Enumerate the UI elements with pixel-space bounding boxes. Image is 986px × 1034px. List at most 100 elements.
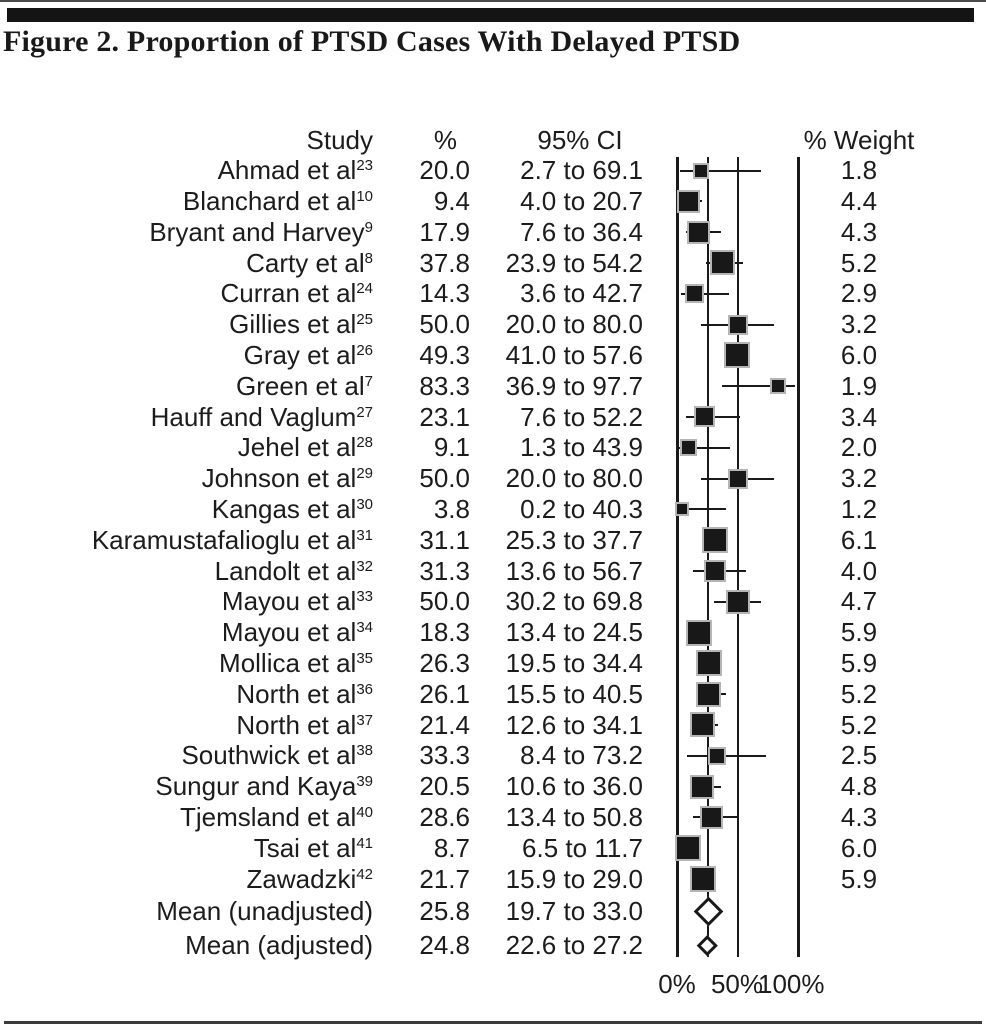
forest-square-marker xyxy=(688,621,711,644)
study-label: Mayou et al34 xyxy=(221,617,373,648)
weight-value: 5.2 xyxy=(840,678,878,709)
reference-superscript: 35 xyxy=(356,649,373,667)
percent-value: 50.0 xyxy=(419,309,470,340)
ci-value: 8.4 to 73.2 xyxy=(520,740,643,771)
weight-value: 5.9 xyxy=(840,647,878,678)
percent-value: 23.1 xyxy=(419,401,470,432)
percent-value: 21.7 xyxy=(419,863,470,894)
study-label: Curran et al24 xyxy=(220,278,373,309)
percent-value: 3.8 xyxy=(433,493,470,524)
weight-value: 5.2 xyxy=(840,247,878,278)
weight-value: 5.9 xyxy=(840,617,878,648)
reference-superscript: 34 xyxy=(356,619,373,637)
study-label: Hauff and Vaglum27 xyxy=(150,401,373,432)
weight-value: 2.9 xyxy=(840,278,878,309)
study-label: Carty et al8 xyxy=(246,247,373,278)
weight-value: 3.2 xyxy=(840,463,878,494)
percent-value: 83.3 xyxy=(419,370,470,401)
forest-square-marker xyxy=(689,222,709,242)
percent-value: 24.8 xyxy=(419,930,470,961)
weight-value: 4.0 xyxy=(840,555,878,586)
forest-square-marker xyxy=(712,252,734,274)
ci-value: 20.0 to 80.0 xyxy=(505,309,643,340)
ci-value: 19.7 to 33.0 xyxy=(505,896,643,927)
percent-value: 9.4 xyxy=(433,185,470,216)
figure-title: Figure 2. Proportion of PTSD Cases With … xyxy=(3,25,741,58)
ci-value: 2.7 to 69.1 xyxy=(520,155,643,186)
reference-superscript: 33 xyxy=(356,588,373,606)
mean-adjusted-diamond xyxy=(696,935,718,956)
reference-superscript: 32 xyxy=(356,557,373,575)
percent-value: 20.0 xyxy=(419,155,470,186)
title-bar-rule xyxy=(7,8,974,22)
ci-value: 41.0 to 57.6 xyxy=(505,339,643,370)
ci-value: 15.5 to 40.5 xyxy=(505,678,643,709)
reference-superscript: 24 xyxy=(356,280,373,298)
weight-value: 4.7 xyxy=(840,586,878,617)
ci-value: 13.4 to 50.8 xyxy=(505,801,643,832)
forest-square-marker xyxy=(696,408,714,426)
percent-value: 17.9 xyxy=(419,216,470,247)
forest-square-marker xyxy=(702,807,722,827)
study-label: Johnson et al29 xyxy=(201,463,373,494)
weight-value: 4.3 xyxy=(840,216,878,247)
ci-value: 20.0 to 80.0 xyxy=(505,463,643,494)
percent-value: 20.5 xyxy=(419,771,470,802)
weight-value: 5.2 xyxy=(840,709,878,740)
forest-square-marker xyxy=(695,164,708,177)
study-label: Mean (adjusted) xyxy=(185,930,373,961)
study-label: Gray et al26 xyxy=(243,339,373,370)
ci-value: 4.0 to 20.7 xyxy=(520,185,643,216)
ci-whisker xyxy=(681,292,729,295)
reference-superscript: 8 xyxy=(364,249,373,267)
study-label: Bryant and Harvey9 xyxy=(149,216,373,247)
ci-value: 7.6 to 52.2 xyxy=(520,401,643,432)
percent-value: 31.3 xyxy=(419,555,470,586)
ci-value: 19.5 to 34.4 xyxy=(505,647,643,678)
forest-square-marker xyxy=(697,652,720,675)
x-axis-tick-0: 0% xyxy=(658,969,696,999)
study-label: Tjemsland et al40 xyxy=(180,801,373,832)
forest-square-marker xyxy=(729,470,746,487)
mean-unadjusted-diamond xyxy=(693,896,724,927)
percent-value: 26.1 xyxy=(419,678,470,709)
reference-superscript: 23 xyxy=(356,157,373,175)
ci-value: 1.3 to 43.9 xyxy=(520,432,643,463)
study-label: Sungur and Kaya39 xyxy=(155,771,373,802)
percent-value: 50.0 xyxy=(419,586,470,617)
forest-square-marker xyxy=(681,441,695,455)
percent-value: 14.3 xyxy=(419,278,470,309)
weight-value: 5.9 xyxy=(840,863,878,894)
reference-superscript: 36 xyxy=(356,680,373,698)
top-edge-rule xyxy=(0,0,986,2)
weight-value: 1.8 xyxy=(840,155,878,186)
reference-superscript: 10 xyxy=(356,187,373,205)
reference-superscript: 25 xyxy=(356,311,373,329)
weight-value: 3.2 xyxy=(840,309,878,340)
reference-superscript: 29 xyxy=(356,465,373,483)
percent-value: 49.3 xyxy=(419,339,470,370)
ci-value: 36.9 to 97.7 xyxy=(505,370,643,401)
percent-value: 26.3 xyxy=(419,647,470,678)
column-header-ci: 95% CI xyxy=(537,125,623,155)
forest-square-marker xyxy=(676,504,687,515)
study-label: Blanchard et al10 xyxy=(182,185,373,216)
ci-value: 6.5 to 11.7 xyxy=(522,832,643,863)
ci-value: 13.6 to 56.7 xyxy=(505,555,643,586)
weight-value: 1.2 xyxy=(840,493,878,524)
x-axis-tick-100: 100% xyxy=(758,969,825,999)
ci-value: 25.3 to 37.7 xyxy=(505,524,643,555)
ci-value: 12.6 to 34.1 xyxy=(505,709,643,740)
weight-value: 3.4 xyxy=(840,401,878,432)
ci-value: 15.9 to 29.0 xyxy=(505,863,643,894)
ci-value: 7.6 to 36.4 xyxy=(520,216,643,247)
ci-whisker xyxy=(678,446,731,449)
study-label: Jehel et al28 xyxy=(237,432,373,463)
ci-value: 13.4 to 24.5 xyxy=(505,617,643,648)
forest-square-marker xyxy=(727,591,748,612)
weight-value: 6.0 xyxy=(840,339,878,370)
forest-square-marker xyxy=(692,714,714,736)
reference-superscript: 39 xyxy=(356,773,373,791)
percent-value: 33.3 xyxy=(419,740,470,771)
